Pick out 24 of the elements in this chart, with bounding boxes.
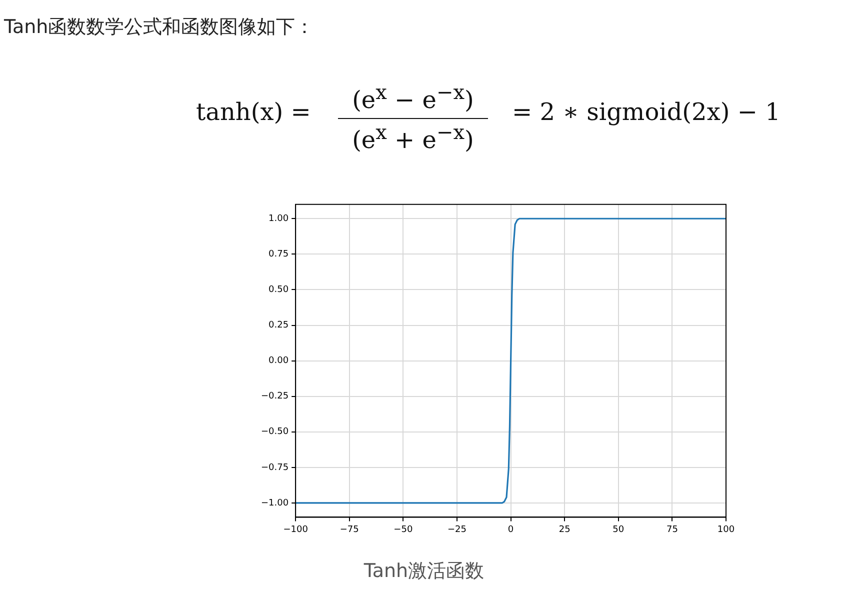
y-tick-label: 0.00 — [268, 356, 289, 366]
text: Tanh激活函数 — [362, 559, 486, 584]
y-tick-label: −0.50 — [260, 427, 289, 438]
x-tick-label: 0 — [508, 524, 514, 535]
y-tick-label: −1.00 — [260, 498, 289, 508]
chart-title: Tanh函数数学公式和函数图像如下： — [4, 15, 314, 40]
y-tick-label: 0.50 — [268, 285, 289, 296]
text: tanh(x) = — [196, 98, 311, 126]
x-tick-label: 50 — [612, 524, 624, 535]
y-tick-label: 1.00 — [268, 214, 289, 224]
x-tick-label: −75 — [340, 524, 359, 535]
x-tick-label: −50 — [394, 524, 413, 535]
x-tick-label: 100 — [717, 524, 735, 535]
text: (e$^{x}$ + e$^{−x}$) — [351, 120, 475, 154]
text: (e$^{x}$ − e$^{−x}$) — [338, 80, 488, 119]
y-tick-label: −0.25 — [260, 392, 289, 402]
y-tick-label: −0.75 — [260, 462, 289, 473]
x-tick-label: −100 — [283, 524, 308, 535]
x-tick-label: 75 — [666, 524, 678, 535]
text: = 2 ∗ sigmoid(2x) − 1 — [512, 98, 780, 126]
y-tick-label: 0.25 — [268, 320, 289, 331]
x-tick-label: 25 — [558, 524, 570, 535]
x-tick-label: −25 — [447, 524, 466, 535]
y-tick-label: 0.75 — [268, 250, 289, 260]
